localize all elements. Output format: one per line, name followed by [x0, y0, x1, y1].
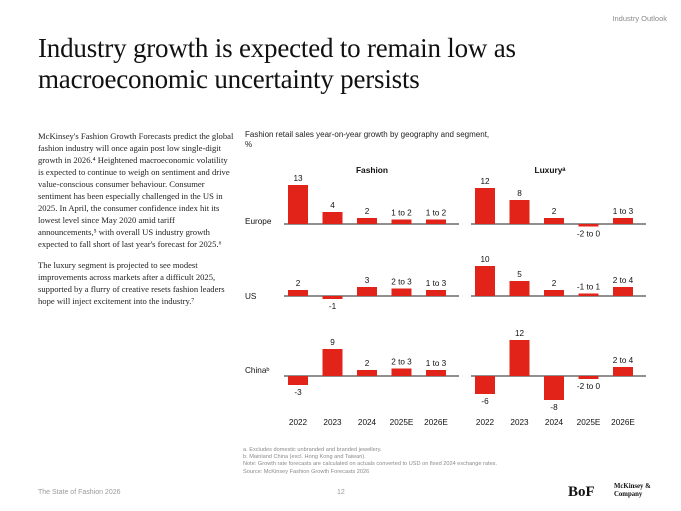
- data-label-3-4: 2 to 4: [613, 276, 634, 285]
- geography-label-2: Chinaᵇ: [245, 366, 269, 375]
- geography-label-1: US: [245, 292, 257, 301]
- bar-1-3: [578, 224, 599, 227]
- body-text: McKinsey's Fashion Growth Forecasts pred…: [38, 130, 234, 316]
- bar-1-0: [475, 188, 495, 224]
- body-paragraph-1: McKinsey's Fashion Growth Forecasts pred…: [38, 131, 234, 249]
- data-label-4-2: 2: [365, 359, 370, 368]
- bar-1-4: [613, 218, 633, 224]
- bar-2-1: [322, 296, 343, 299]
- data-label-5-4: 2 to 4: [613, 356, 634, 365]
- bar-3-2: [544, 290, 564, 296]
- geography-label-0: Europe: [245, 217, 272, 226]
- bar-3-4: [613, 287, 633, 296]
- bar-4-2: [357, 370, 377, 376]
- page-title: Industry growth is expected to remain lo…: [38, 33, 516, 94]
- x-tick-label-0-2: 2024: [358, 418, 377, 427]
- x-tick-label-1-2: 2024: [545, 418, 564, 427]
- x-tick-label-0-4: 2026E: [424, 418, 448, 427]
- data-label-0-3: 1 to 2: [391, 209, 412, 218]
- bar-0-0: [288, 185, 308, 224]
- bar-0-2: [357, 218, 377, 224]
- bar-3-1: [509, 281, 530, 296]
- segment-header-0: Fashion: [356, 165, 388, 175]
- data-label-1-1: 8: [517, 189, 522, 198]
- data-label-1-4: 1 to 3: [613, 207, 634, 216]
- data-label-1-0: 12: [480, 177, 490, 186]
- data-label-4-3: 2 to 3: [391, 358, 412, 367]
- x-tick-label-1-1: 2023: [510, 418, 529, 427]
- segment-header-1: Luxuryᵃ: [534, 165, 566, 175]
- bar-5-4: [613, 367, 633, 376]
- data-label-0-0: 13: [293, 174, 303, 183]
- bar-4-1: [322, 349, 343, 376]
- data-label-3-1: 5: [517, 270, 522, 279]
- footnote-a: a. Excludes domestic unbranded and brand…: [243, 447, 382, 453]
- bar-4-0: [288, 376, 308, 385]
- data-label-5-3: -2 to 0: [577, 382, 601, 391]
- data-label-4-1: 9: [330, 338, 335, 347]
- data-label-5-2: -8: [550, 403, 558, 412]
- footnote-note: Note: Growth rate forecasts are calculat…: [243, 461, 498, 468]
- publication-name: The State of Fashion 2026: [38, 489, 121, 496]
- bar-5-1: [509, 340, 530, 376]
- bar-2-4: [426, 290, 446, 296]
- x-tick-label-1-0: 2022: [476, 418, 495, 427]
- data-label-2-0: 2: [296, 279, 301, 288]
- bar-5-2: [544, 376, 564, 400]
- data-label-0-4: 1 to 2: [426, 209, 447, 218]
- x-tick-label-1-3: 2025E: [577, 418, 601, 427]
- bar-4-4: [426, 370, 446, 376]
- data-label-1-2: 2: [552, 207, 557, 216]
- bar-0-1: [322, 212, 343, 224]
- footnote-source: Source: McKinsey Fashion Growth Forecast…: [243, 468, 370, 475]
- bar-5-3: [578, 376, 599, 379]
- bar-1-1: [509, 200, 530, 224]
- data-label-3-3: -1 to 1: [577, 283, 601, 292]
- data-label-2-1: -1: [329, 302, 337, 311]
- mckinsey-logo: McKinsey & Company: [614, 483, 651, 498]
- data-label-1-3: -2 to 0: [577, 230, 601, 239]
- bar-2-3: [391, 288, 412, 296]
- data-label-0-2: 2: [365, 207, 370, 216]
- data-label-3-0: 10: [480, 255, 490, 264]
- chart-unit: %: [245, 140, 253, 149]
- data-label-5-0: -6: [481, 397, 489, 406]
- data-label-4-0: -3: [294, 388, 302, 397]
- data-label-2-3: 2 to 3: [391, 278, 412, 287]
- footnote-b: b. Mainland China (excl. Hong Kong and T…: [243, 454, 366, 461]
- bar-0-3: [391, 219, 412, 224]
- data-label-4-4: 1 to 3: [426, 359, 447, 368]
- x-tick-label-0-0: 2022: [289, 418, 308, 427]
- data-label-0-1: 4: [330, 201, 335, 210]
- bar-4-3: [391, 368, 412, 376]
- page-number: 12: [337, 489, 345, 496]
- bar-3-0: [475, 266, 495, 296]
- bar-5-0: [475, 376, 495, 394]
- x-tick-label-1-4: 2026E: [611, 418, 635, 427]
- bof-logo: BoF: [568, 484, 595, 500]
- data-label-2-4: 1 to 3: [426, 279, 447, 288]
- data-label-3-2: 2: [552, 279, 557, 288]
- x-tick-label-0-3: 2025E: [390, 418, 414, 427]
- data-label-2-2: 3: [365, 276, 370, 285]
- chart-title: Fashion retail sales year-on-year growth…: [245, 130, 490, 139]
- bar-2-2: [357, 287, 377, 296]
- bar-1-2: [544, 218, 564, 224]
- x-tick-label-0-1: 2023: [323, 418, 342, 427]
- bar-0-4: [426, 219, 446, 224]
- footnotes: a. Excludes domestic unbranded and brand…: [243, 447, 663, 476]
- section-label: Industry Outlook: [612, 14, 667, 23]
- bar-3-3: [578, 293, 599, 296]
- data-label-5-1: 12: [515, 329, 525, 338]
- bar-2-0: [288, 290, 308, 296]
- body-paragraph-2: The luxury segment is projected to see m…: [38, 260, 225, 306]
